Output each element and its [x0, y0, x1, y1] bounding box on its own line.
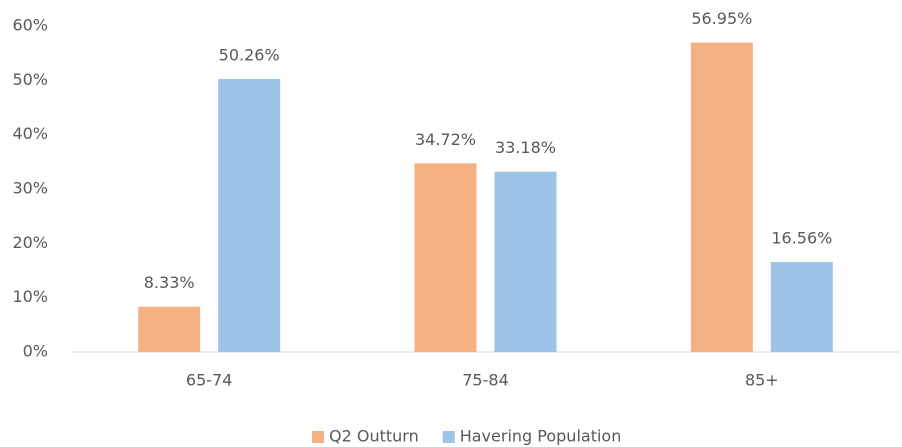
bar	[218, 78, 281, 353]
x-tick-label: 75-84	[462, 371, 509, 390]
bar	[770, 262, 833, 352]
bar	[138, 306, 201, 352]
bar	[414, 163, 477, 352]
y-tick-label: 20%	[12, 233, 48, 252]
x-tick-label: 65-74	[186, 371, 233, 390]
legend-swatch	[442, 431, 455, 443]
value-label: 56.95%	[691, 9, 752, 28]
legend-swatch	[312, 431, 324, 443]
value-label: 50.26%	[219, 45, 280, 64]
y-tick-label: 60%	[12, 16, 48, 35]
y-tick-label: 50%	[12, 70, 48, 89]
bar	[690, 42, 753, 353]
y-tick-label: 30%	[12, 179, 48, 198]
y-tick-label: 0%	[23, 342, 48, 361]
value-label: 34.72%	[415, 130, 476, 149]
y-tick-label: 10%	[12, 287, 48, 306]
legend-label: Havering Population	[460, 427, 622, 446]
y-tick-label: 40%	[12, 124, 48, 143]
bar	[494, 171, 557, 352]
value-label: 33.18%	[495, 138, 556, 157]
legend-label: Q2 Outturn	[329, 427, 419, 446]
value-label: 8.33%	[144, 273, 195, 292]
x-tick-label: 85+	[745, 371, 779, 390]
value-label: 16.56%	[771, 229, 832, 248]
